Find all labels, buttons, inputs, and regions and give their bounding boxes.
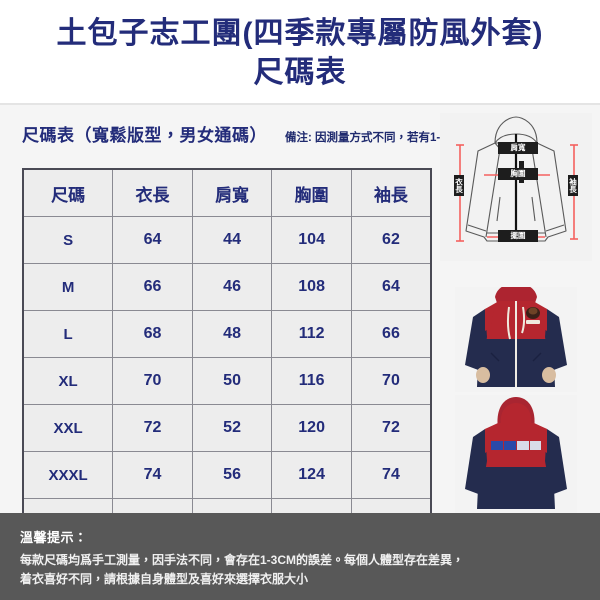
cell-length: 72 [112,404,193,452]
cell-sleeve: 66 [350,310,432,358]
cell-length: 64 [112,216,193,264]
cell-length: 70 [112,357,193,405]
cell-sleeve: 74 [350,451,432,499]
cell-chest: 120 [271,404,352,452]
cell-chest: 104 [271,216,352,264]
table-row: S 64 44 104 62 [22,216,432,264]
cell-shoulder: 52 [191,404,273,452]
jacket-front-image [455,287,577,392]
product-photo-front [455,287,577,392]
footer-line-1: 每款尺碼均爲手工測量，因手法不同，會存在1-3CM的誤差。每個人體型存在差異， [20,553,465,567]
diagram-label-chest: 胸圍 [498,168,538,180]
cell-sleeve: 72 [350,404,432,452]
cell-length: 74 [112,451,193,499]
subtitle-text: 尺碼表（寬鬆版型，男女通碼） [22,126,267,145]
footer-line-2: 着衣喜好不同，請根據自身體型及喜好來選擇衣服大小 [20,571,309,586]
diagram-label-sleeve: 袖長 [568,175,578,196]
content-area: 尺碼表（寬鬆版型，男女通碼） 備注: 因測量方式不同，若有1-3CM誤差皆屬合理… [0,105,600,547]
size-table: 尺碼 衣長 肩寬 胸圍 袖長 S 64 44 104 62 M 66 [22,168,432,547]
cell-size: XXXL [22,451,114,499]
cell-chest: 108 [271,263,352,311]
diagram-label-hem: 擺圍 [498,230,538,242]
product-photo-back [455,395,577,513]
footer-note: 溫馨提示： 每款尺碼均爲手工測量，因手法不同，會存在1-3CM的誤差。每個人體型… [0,513,600,600]
cell-sleeve: 62 [350,216,432,264]
cell-chest: 112 [271,310,352,358]
cell-length: 66 [112,263,193,311]
table-row: XXL 72 52 120 72 [22,404,432,452]
page-title-line-1: 土包子志工團(四季款專屬防風外套) [56,17,544,51]
cell-chest: 124 [271,451,352,499]
cell-shoulder: 50 [191,357,273,405]
cell-chest: 116 [271,357,352,405]
page-title: 土包子志工團(四季款專屬防風外套) 尺碼表 [0,0,600,103]
title-divider [0,103,600,105]
cell-sleeve: 64 [350,263,432,311]
footer-title: 溫馨提示： [20,530,88,545]
cell-size: XL [22,357,114,405]
page-title-line-2: 尺碼表 [253,55,347,89]
cell-shoulder: 56 [191,451,273,499]
column-header-shoulder: 肩寬 [191,168,273,217]
table-row: L 68 48 112 66 [22,310,432,358]
cell-size: L [22,310,114,358]
cell-shoulder: 44 [191,216,273,264]
cell-size: S [22,216,114,264]
column-header-length: 衣長 [112,168,193,217]
table-row: XXXL 74 56 124 74 [22,451,432,499]
column-header-size: 尺碼 [22,168,114,217]
jacket-back-image [455,395,577,513]
back-print-text [491,441,541,450]
table-row: M 66 46 108 64 [22,263,432,311]
column-header-sleeve: 袖長 [350,168,432,217]
cell-length: 68 [112,310,193,358]
column-header-chest: 胸圍 [271,168,352,217]
cell-sleeve: 70 [350,357,432,405]
diagram-label-length: 衣長 [454,175,464,196]
cell-shoulder: 46 [191,263,273,311]
cell-size: XXL [22,404,114,452]
table-header-row: 尺碼 衣長 肩寬 胸圍 袖長 [22,168,432,217]
measurement-diagram: 肩寬 胸圍 擺圍 衣長 袖長 [440,113,592,261]
table-row: XL 70 50 116 70 [22,357,432,405]
diagram-label-shoulder: 肩寬 [498,142,538,154]
cell-size: M [22,263,114,311]
cell-shoulder: 48 [191,310,273,358]
